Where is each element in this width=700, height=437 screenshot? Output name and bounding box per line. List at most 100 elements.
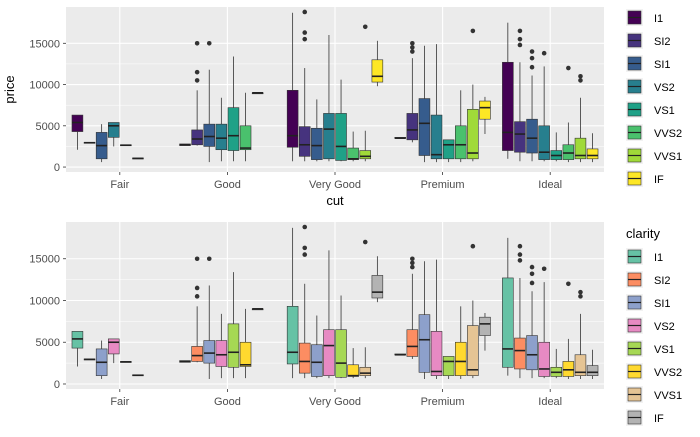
box-vvs1-ideal (574, 74, 587, 163)
box-si2-fair (83, 141, 96, 144)
box-body (467, 325, 479, 376)
box-body (514, 337, 526, 370)
legend-label: SI2 (654, 36, 671, 48)
box-i1-ideal (502, 237, 514, 376)
box-body (514, 121, 526, 153)
legend-label: VS1 (654, 344, 675, 356)
box-i1-ideal (502, 22, 514, 159)
box-body (562, 144, 575, 160)
y-tick-label: 15000 (29, 38, 60, 50)
legend-label: VS2 (654, 82, 675, 94)
outlier-point (517, 258, 523, 263)
outlier-point (517, 252, 523, 257)
box-si2-ideal (514, 243, 526, 379)
box-body (371, 59, 384, 83)
outlier-point (410, 41, 415, 46)
box-if-very-good (371, 40, 384, 87)
outlier-point (410, 260, 415, 266)
box-vs2-very-good (323, 35, 335, 162)
box-body (335, 329, 347, 378)
box-si2-premium (406, 256, 419, 359)
outlier-point (194, 41, 200, 46)
box-si1-ideal (526, 264, 538, 379)
outlier-point (302, 245, 308, 251)
x-tick-label: Good (214, 179, 241, 191)
x-tick-label: Premium (421, 179, 465, 191)
outlier-point (529, 271, 535, 277)
outlier-point (206, 41, 212, 46)
box-vvs2-premium (455, 306, 467, 379)
x-tick-label: Fair (110, 396, 129, 408)
box-body (538, 341, 550, 377)
box-vs2-good (215, 313, 228, 379)
x-tick-label: Premium (421, 396, 465, 408)
box-vs2-fair (108, 122, 120, 147)
outlier-point (541, 50, 547, 56)
y-tick-label: 0 (54, 379, 60, 391)
box-if-very-good (371, 256, 384, 303)
outlier-point (194, 294, 200, 299)
box-vs1-premium (442, 139, 455, 163)
box-body (359, 366, 372, 376)
box-si1-ideal (526, 49, 538, 162)
x-tick-label: Good (214, 396, 241, 408)
box-si1-very-good (311, 315, 323, 379)
box-vvs2-fair (132, 374, 144, 377)
legend-title: clarity (626, 226, 660, 241)
box-i1-premium (394, 353, 406, 356)
outlier-point (410, 45, 415, 50)
box-si2-premium (406, 41, 419, 143)
outlier-point (578, 74, 583, 79)
box-if-ideal (586, 349, 599, 379)
box-body (455, 341, 467, 376)
box-body (215, 123, 228, 151)
box-body (359, 150, 372, 160)
outlier-point (541, 266, 547, 272)
box-body (203, 340, 215, 364)
box-if-ideal (586, 133, 599, 163)
y-tick-label: 10000 (29, 80, 60, 92)
legend-label: I1 (654, 252, 663, 264)
box-body (502, 277, 514, 368)
outlier-point (578, 294, 583, 299)
box-vvs2-very-good (347, 348, 359, 379)
box-if-premium (479, 96, 491, 135)
outlier-point (194, 78, 200, 83)
y-axis-title: price (2, 75, 17, 103)
box-body (347, 364, 359, 377)
box-vvs2-good (239, 92, 252, 162)
outlier-point (302, 224, 308, 230)
y-tick-label: 10000 (29, 295, 60, 307)
outlier-point (194, 285, 200, 291)
box-body (418, 98, 431, 156)
x-tick-label: Ideal (538, 396, 562, 408)
outlier-point (302, 252, 308, 257)
y-tick-label: 5000 (36, 337, 60, 349)
box-si1-premium (418, 45, 431, 163)
box-body (538, 125, 550, 160)
box-vs1-good (227, 56, 240, 162)
legend-label: VVS2 (654, 367, 682, 379)
outlier-point (302, 30, 308, 35)
box-vvs1-good (251, 308, 264, 311)
box-vvs2-premium (455, 90, 467, 163)
box-vvs1-good (251, 92, 264, 95)
box-body (347, 147, 359, 160)
box-body (502, 61, 514, 151)
box-si1-premium (418, 261, 431, 379)
box-vs1-fair (120, 361, 132, 363)
box-vvs1-ideal (574, 289, 587, 379)
legend-label: VVS1 (654, 151, 682, 163)
box-i1-very-good (286, 12, 299, 162)
box-body (371, 275, 384, 299)
box-body (227, 107, 240, 151)
box-vs1-fair (120, 144, 132, 147)
box-vvs2-ideal (562, 281, 575, 379)
box-body (442, 356, 455, 376)
legend-label: I1 (654, 13, 663, 25)
box-vs1-very-good (335, 295, 347, 379)
box-body (335, 113, 347, 161)
box-body (191, 129, 203, 146)
outlier-point (362, 239, 368, 245)
